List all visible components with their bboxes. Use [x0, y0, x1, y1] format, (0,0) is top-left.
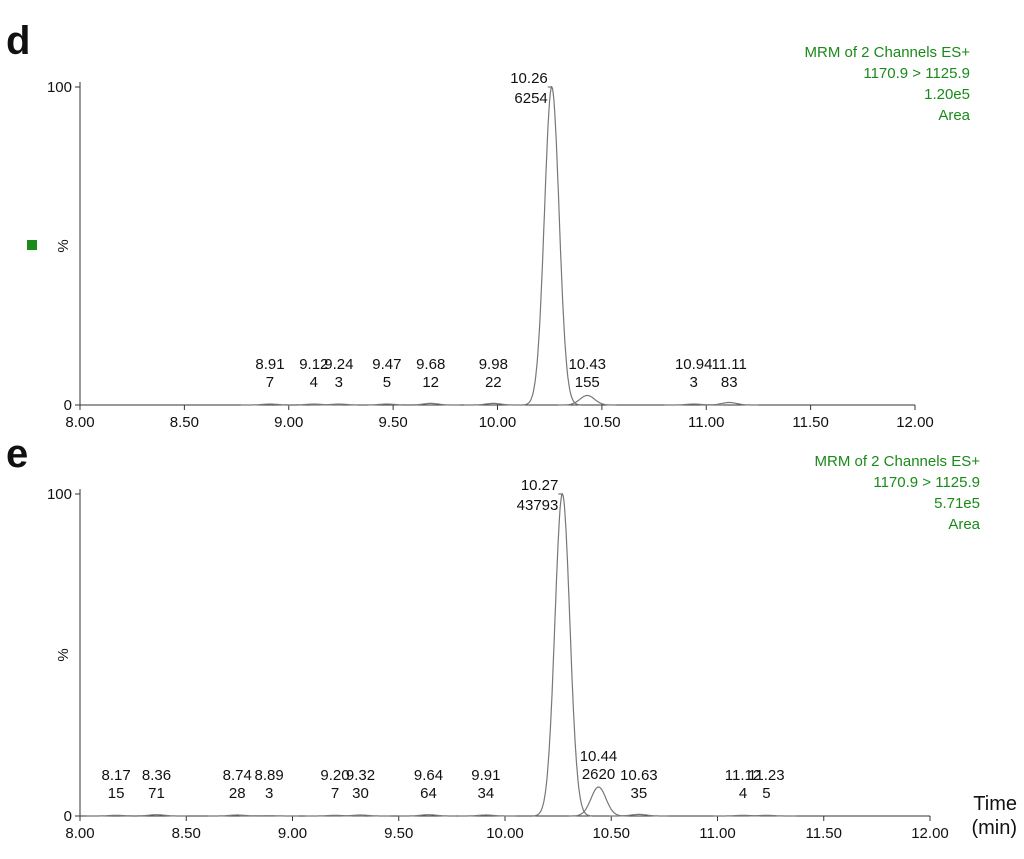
peak-time-label: 9.12: [299, 356, 328, 373]
peak-area-label: 5: [383, 374, 391, 391]
x-tick-label: 11.00: [699, 825, 735, 842]
x-tick-label: 8.50: [172, 825, 201, 842]
peak-time-label: 10.26: [510, 70, 548, 87]
peak-time-label: 8.17: [102, 767, 131, 784]
peak-area-label: 3: [335, 374, 343, 391]
channel-header: 1.20e5: [924, 86, 970, 103]
peak-area-label: 28: [229, 785, 246, 802]
panel-label: e: [6, 432, 28, 476]
x-tick-label: 11.00: [688, 414, 724, 431]
peak-area-label: 71: [148, 785, 165, 802]
peak-time-label: 9.64: [414, 767, 443, 784]
y-tick-label: 0: [64, 808, 72, 825]
peak-time-label: 11.12: [725, 767, 761, 784]
peak-time-label: 8.74: [223, 767, 252, 784]
x-tick-label: 12.00: [896, 414, 934, 431]
y-tick-label: 100: [47, 486, 72, 503]
x-axis-label: (min): [971, 817, 1017, 839]
peak-area-label: 2620: [582, 766, 615, 783]
x-tick-label: 10.50: [592, 825, 630, 842]
peak-area-label: 22: [485, 374, 502, 391]
peak-area-label: 7: [266, 374, 274, 391]
peak: [558, 394, 617, 406]
y-tick-label: 100: [47, 79, 72, 96]
peak-time-label: 9.32: [346, 767, 375, 784]
peak: [700, 401, 759, 406]
peak-time-label: 9.68: [416, 356, 445, 373]
peak-time-label: 9.91: [471, 767, 500, 784]
x-tick-label: 8.00: [65, 414, 94, 431]
peak-area-label: 43793: [517, 497, 559, 514]
peak-time-label: 11.11: [712, 356, 747, 373]
panel-label: d: [6, 19, 30, 63]
x-tick-label: 9.50: [379, 414, 408, 431]
peak-area-label: 4: [739, 785, 747, 802]
peak-time-label: 8.36: [142, 767, 171, 784]
peak-area-label: 35: [631, 785, 648, 802]
peak: [609, 813, 669, 817]
peak-time-label: 8.89: [255, 767, 284, 784]
peak-area-label: 83: [721, 374, 738, 391]
peak-time-label: 9.24: [324, 356, 353, 373]
peak-time-label: 8.91: [255, 356, 284, 373]
peak-area-label: 3: [690, 374, 698, 391]
peak: [522, 85, 582, 406]
peak-area-label: 64: [420, 785, 437, 802]
x-tick-label: 9.00: [278, 825, 307, 842]
peak-time-label: 10.27: [521, 477, 559, 494]
channel-header: MRM of 2 Channels ES+: [815, 453, 981, 470]
peak: [456, 814, 516, 817]
channel-header: 1170.9 > 1125.9: [873, 474, 980, 491]
channel-header: Area: [938, 107, 970, 124]
peak: [398, 814, 459, 817]
x-tick-label: 11.50: [806, 825, 842, 842]
peak: [401, 402, 460, 406]
x-tick-label: 9.00: [274, 414, 303, 431]
peak-time-label: 10.44: [580, 748, 618, 765]
peak: [330, 814, 391, 817]
peak: [464, 402, 523, 406]
peak-time-label: 9.47: [372, 356, 401, 373]
channel-header: Area: [948, 516, 980, 533]
peak-area-label: 4: [310, 374, 318, 391]
peak-time-label: 11.23: [748, 767, 784, 784]
peak-time-label: 10.94: [675, 356, 713, 373]
x-tick-label: 12.00: [911, 825, 949, 842]
x-tick-label: 8.50: [170, 414, 199, 431]
x-axis-label: Time: [973, 793, 1017, 815]
peak-area-label: 3: [265, 785, 273, 802]
peak-area-label: 30: [352, 785, 369, 802]
peak-area-label: 7: [331, 785, 339, 802]
peak-area-label: 6254: [514, 90, 547, 107]
channel-header: MRM of 2 Channels ES+: [805, 44, 971, 61]
peak: [284, 403, 343, 406]
peak-area-label: 155: [575, 374, 600, 391]
channel-header: 1170.9 > 1125.9: [863, 65, 970, 82]
peak-area-label: 12: [422, 374, 439, 391]
peak-time-label: 10.63: [620, 767, 658, 784]
peak-time-label: 9.20: [320, 767, 349, 784]
y-tick-label: 0: [64, 397, 72, 414]
peak-area-label: 15: [108, 785, 125, 802]
peak: [532, 492, 593, 817]
x-tick-label: 9.50: [384, 825, 413, 842]
x-tick-label: 10.00: [486, 825, 524, 842]
channel-header: 5.71e5: [934, 495, 980, 512]
peak-time-label: 9.98: [479, 356, 508, 373]
peak: [736, 814, 797, 817]
x-tick-label: 10.00: [479, 414, 517, 431]
x-tick-label: 10.50: [583, 414, 621, 431]
peak-time-label: 10.43: [568, 356, 606, 373]
peak: [126, 814, 187, 817]
peak-area-label: 34: [478, 785, 495, 802]
y-axis-label: %: [55, 239, 72, 252]
x-tick-label: 11.50: [792, 414, 828, 431]
y-axis-label: %: [55, 648, 72, 661]
x-tick-label: 8.00: [65, 825, 94, 842]
peak-area-label: 5: [762, 785, 770, 802]
peak: [568, 786, 629, 817]
channel-marker: [27, 240, 37, 250]
